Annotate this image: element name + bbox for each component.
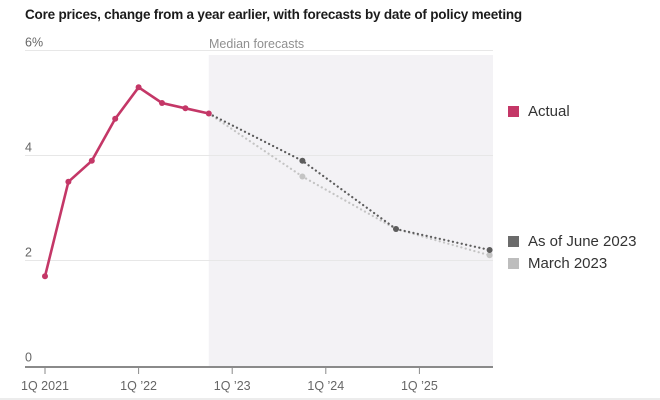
y-axis-label: 2: [25, 246, 32, 260]
legend-item-actual: Actual: [508, 103, 570, 120]
legend-label-actual: Actual: [528, 103, 570, 120]
data-point-marker-march-2023: [486, 252, 493, 259]
data-point-marker-actual: [42, 273, 48, 280]
data-point-marker-march-2023: [299, 173, 306, 180]
data-point-marker-actual: [65, 178, 72, 185]
x-axis-label: 1Q ’24: [307, 379, 344, 393]
legend-swatch-march-2023: [508, 258, 519, 269]
data-point-marker-actual: [112, 115, 119, 122]
bottom-border: [0, 398, 660, 400]
y-axis-label: 0: [25, 351, 32, 365]
forecast-region-label: Median forecasts: [209, 37, 304, 51]
forecast-region: [208, 55, 494, 366]
data-point-marker-actual: [135, 84, 142, 91]
data-point-marker-as-of-june-2023: [393, 226, 399, 232]
x-axis-label: 1Q 2021: [21, 379, 69, 393]
legend-swatch-june-2023: [508, 236, 519, 247]
data-point-marker-actual: [88, 157, 95, 164]
x-axis-label: 1Q ’22: [120, 379, 157, 393]
data-point-marker-actual: [182, 105, 189, 112]
data-point-marker-as-of-june-2023: [299, 157, 306, 164]
legend-item-june-2023: As of June 2023: [508, 233, 636, 250]
y-axis-label: 6%: [25, 36, 43, 50]
x-axis-label: 1Q ’23: [214, 379, 251, 393]
chart-title: Core prices, change from a year earlier,…: [25, 7, 522, 22]
data-point-marker-as-of-june-2023: [486, 247, 493, 253]
series-line-actual: [43, 85, 210, 277]
legend-label-march-2023: March 2023: [528, 255, 608, 272]
y-axis-label: 4: [25, 141, 32, 155]
data-point-marker-actual: [205, 110, 212, 117]
legend-item-march-2023: March 2023: [508, 255, 607, 272]
series-line-march-2023: [207, 112, 491, 257]
legend-label-june-2023: As of June 2023: [528, 233, 637, 250]
legend-swatch-actual: [508, 106, 519, 117]
x-axis-label: 1Q ’25: [401, 379, 438, 393]
series-line-as-of-june-2023: [207, 112, 491, 252]
data-point-marker-actual: [159, 100, 165, 106]
